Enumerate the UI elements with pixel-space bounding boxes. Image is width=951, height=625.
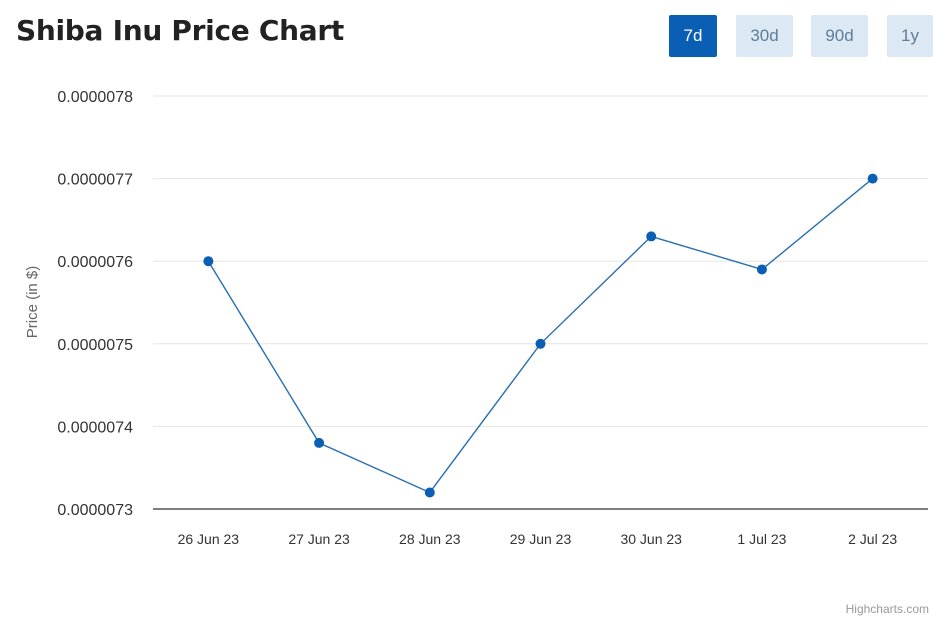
y-tick-label: 0.0000077 xyxy=(57,172,133,189)
x-tick-label: 27 Jun 23 xyxy=(288,531,350,547)
page-title: Shiba Inu Price Chart xyxy=(16,14,344,47)
y-tick-label: 0.0000074 xyxy=(57,419,133,436)
data-point[interactable] xyxy=(314,437,325,448)
x-tick-label: 30 Jun 23 xyxy=(620,531,682,547)
grid-lines xyxy=(153,95,928,510)
data-point[interactable] xyxy=(646,231,657,242)
range-selector: 7d 30d 90d 1y xyxy=(0,15,951,57)
y-tick-label: 0.0000075 xyxy=(57,337,133,354)
range-1y-button[interactable]: 1y xyxy=(887,15,933,57)
x-tick-label: 2 Jul 23 xyxy=(848,531,897,547)
data-point[interactable] xyxy=(756,264,767,275)
x-tick-label: 28 Jun 23 xyxy=(399,531,461,547)
highcharts-credit[interactable]: Highcharts.com xyxy=(845,602,929,616)
y-tick-label: 0.0000076 xyxy=(57,254,133,271)
x-axis-ticks: 26 Jun 23 27 Jun 23 28 Jun 23 29 Jun 23 30 J… xyxy=(178,531,898,547)
x-tick-label: 1 Jul 23 xyxy=(737,531,786,547)
data-point[interactable] xyxy=(203,256,214,267)
price-series xyxy=(203,173,878,498)
y-tick-label: 0.0000078 xyxy=(57,89,133,106)
data-point[interactable] xyxy=(424,487,435,498)
series-line xyxy=(207,178,874,494)
y-tick-label: 0.0000073 xyxy=(57,502,133,519)
x-tick-label: 26 Jun 23 xyxy=(178,531,240,547)
data-point[interactable] xyxy=(535,338,546,349)
y-axis-label: Price (in $) xyxy=(24,266,41,339)
range-7d-button[interactable]: 7d xyxy=(669,15,717,57)
x-tick-label: 29 Jun 23 xyxy=(510,531,572,547)
range-30d-button[interactable]: 30d xyxy=(736,15,793,57)
data-point[interactable] xyxy=(867,173,878,184)
range-90d-button[interactable]: 90d xyxy=(811,15,868,57)
y-axis-ticks: 0.0000073 0.0000074 0.0000075 0.0000076 0.00… xyxy=(57,89,133,519)
